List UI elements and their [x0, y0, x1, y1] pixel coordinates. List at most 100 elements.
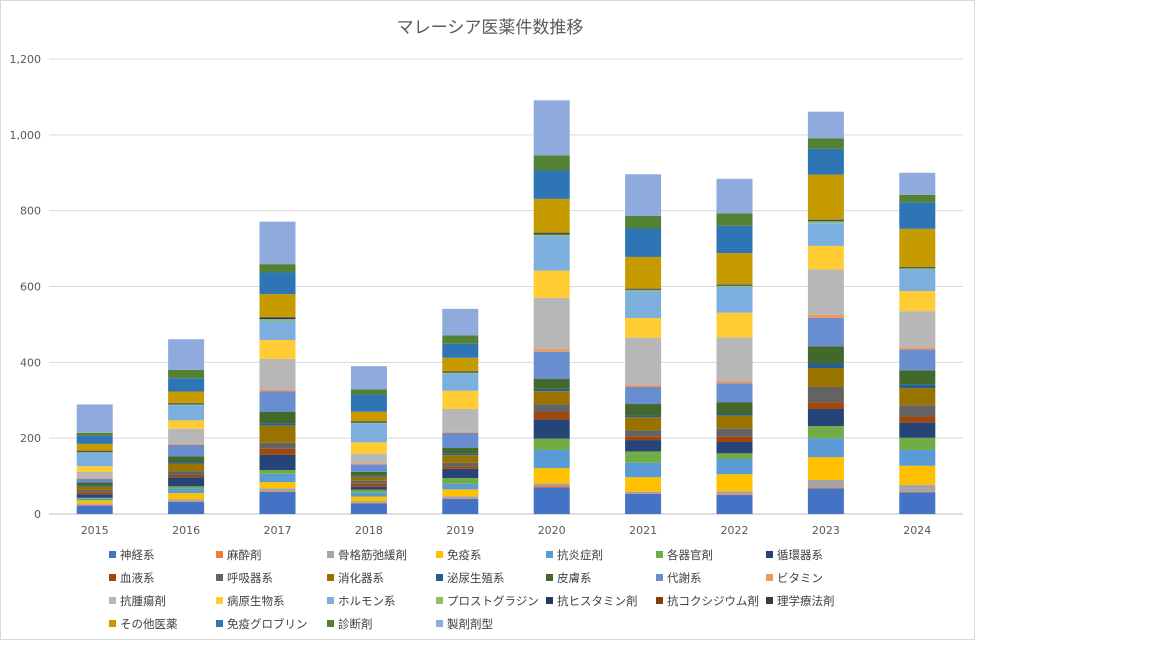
- bar-segment: [168, 404, 205, 406]
- bar-segment: [625, 385, 662, 387]
- legend-label: ホルモン系: [338, 594, 396, 608]
- legend-label: 製剤剤型: [447, 617, 493, 631]
- bar-segment: [899, 269, 936, 292]
- legend-swatch: [766, 574, 773, 581]
- bar-segment: [807, 363, 844, 369]
- bar-segment: [442, 432, 479, 449]
- bar-segment: [533, 232, 570, 234]
- bar-segment: [899, 228, 936, 267]
- bar-segment: [716, 428, 753, 437]
- bar-segment: [533, 379, 570, 389]
- legend-label: 神経系: [120, 548, 155, 562]
- bar-segment: [716, 312, 753, 338]
- bar-segment: [350, 453, 387, 464]
- bar-segment: [899, 347, 936, 350]
- bar-segment: [807, 174, 844, 220]
- bar-segment: [899, 484, 936, 492]
- legend-label: 抗ヒスタミン剤: [557, 594, 638, 608]
- chart-frame: マレーシア医薬件数推移 0 200 400 600 800 1,000 1,200 2015 2…: [0, 0, 975, 640]
- bar-segment: [168, 420, 205, 429]
- bar-segment: [716, 383, 753, 403]
- bar-segment: [716, 178, 753, 214]
- bar-segment: [76, 482, 113, 486]
- legend-label: 抗腫瘍剤: [120, 594, 166, 608]
- y-tick-label: 400: [20, 356, 41, 369]
- bar-segment: [716, 436, 753, 442]
- bar-segment: [899, 370, 936, 385]
- bar-segment: [168, 474, 205, 478]
- x-tick-label: 2021: [629, 524, 657, 537]
- x-tick-label: 2024: [903, 524, 931, 537]
- bar-segment: [625, 404, 662, 416]
- legend-label: 理学療法剤: [777, 594, 835, 608]
- bar-segment: [807, 426, 844, 439]
- bar-segment: [442, 308, 479, 336]
- bar-segment: [259, 448, 296, 455]
- bar-segment: [76, 500, 113, 504]
- bar-segment: [259, 264, 296, 273]
- bar-segment: [350, 476, 387, 481]
- bar-segment: [76, 451, 113, 453]
- legend-label: 皮膚系: [557, 571, 592, 585]
- bar-segment: [350, 422, 387, 424]
- bar-segment: [716, 213, 753, 226]
- legend-swatch: [327, 551, 334, 558]
- bar-segment: [442, 477, 479, 484]
- x-tick-label: 2019: [446, 524, 474, 537]
- bar-segment: [350, 464, 387, 472]
- bar-segment: [442, 462, 479, 467]
- bar-segment: [807, 223, 844, 246]
- legend-label: ビタミン: [777, 571, 823, 585]
- legend-swatch: [436, 620, 443, 627]
- bar-segment: [442, 496, 479, 499]
- bar-segment: [168, 369, 205, 379]
- legend-swatch: [546, 597, 553, 604]
- bar-segment: [533, 404, 570, 413]
- bar-segment: [442, 448, 479, 454]
- bar-segment: [899, 311, 936, 348]
- bar-segment: [442, 453, 479, 456]
- bar-segment: [625, 493, 662, 514]
- bar-segment: [76, 505, 113, 514]
- bar-segment: [442, 455, 479, 463]
- bar-segment: [533, 487, 570, 514]
- bar-segment: [442, 466, 479, 469]
- bar-segment: [168, 444, 205, 457]
- bar-segment: [533, 449, 570, 469]
- bar-segment: [442, 408, 479, 432]
- bar-segment: [716, 495, 753, 514]
- y-tick-label: 1,000: [10, 129, 42, 142]
- legend-swatch: [216, 620, 223, 627]
- bar-segment: [168, 403, 205, 405]
- stacked-bar-chart: マレーシア医薬件数推移 0 200 400 600 800 1,000 1,200 2015 2…: [10, 18, 963, 631]
- bar-segment: [442, 372, 479, 374]
- legend-swatch: [327, 597, 334, 604]
- bar-segment: [899, 405, 936, 417]
- bar-segment: [533, 236, 570, 271]
- bar-segment: [716, 413, 753, 416]
- bar-segment: [442, 335, 479, 344]
- bar-segment: [350, 366, 387, 390]
- bar-segment: [168, 463, 205, 472]
- bar-segment: [76, 497, 113, 499]
- bar-segment: [259, 470, 296, 474]
- bar-segment: [76, 452, 113, 453]
- bar-segment: [899, 194, 936, 203]
- legend-swatch: [656, 551, 663, 558]
- bar-segment: [716, 453, 753, 460]
- bar-segment: [533, 270, 570, 298]
- bar-segment: [76, 466, 113, 472]
- bar-segment: [533, 351, 570, 380]
- bar-segment: [533, 155, 570, 171]
- bar-segment: [259, 389, 296, 392]
- legend-swatch: [656, 597, 663, 604]
- legend-label: 消化器系: [338, 571, 384, 585]
- bar-segment: [533, 170, 570, 199]
- legend-label: 骨格筋弛緩剤: [338, 548, 407, 562]
- bar-segment: [807, 148, 844, 175]
- bar-segment: [899, 491, 936, 493]
- bar-segment: [899, 422, 936, 438]
- bar-segment: [533, 198, 570, 233]
- bar-segment: [533, 485, 570, 488]
